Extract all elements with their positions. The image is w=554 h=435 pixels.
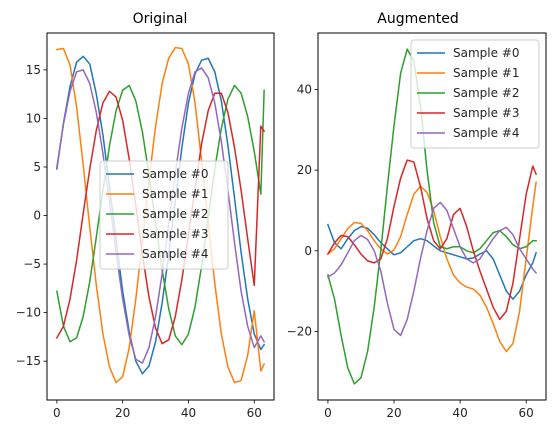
original-y-tick-label: −10 [16, 306, 41, 320]
augmented-x-tick-label: 60 [519, 406, 534, 420]
augmented-series-sample-2-line [326, 48, 537, 385]
original-series-sample-0-line [56, 55, 266, 375]
original-x-tick-label: 60 [247, 406, 262, 420]
augmented-y-ticks: −20 0 20 40 [287, 82, 318, 338]
original-legend-label-sample-0: Sample #0 [142, 167, 209, 181]
augmented-legend-label-sample-3: Sample #3 [453, 106, 520, 120]
augmented-series-sample-3-line [326, 159, 538, 321]
augmented-series-sample-4-line [326, 201, 538, 337]
augmented-x-tick-label: 20 [386, 406, 401, 420]
original-legend: Sample #0 Sample #1 Sample #2 Sample #3 Samp… [99, 160, 229, 270]
augmented-legend-label-sample-0: Sample #0 [453, 46, 520, 60]
augmented-x-tick-label: 40 [452, 406, 467, 420]
original-y-tick-label: 15 [26, 63, 41, 77]
original-y-tick-label: 0 [33, 209, 41, 223]
augmented-legend-label-sample-1: Sample #1 [453, 66, 520, 80]
original-title: Original [133, 11, 188, 27]
original-series-sample-4-line [56, 67, 266, 364]
original-legend-label-sample-2: Sample #2 [142, 207, 209, 221]
augmented-y-tick-label: 0 [304, 244, 312, 258]
original-axes: Original 0 20 40 60 −15 −10 −5 0 5 10 15 Sample #… [16, 11, 275, 420]
augmented-plot-area [326, 48, 538, 385]
augmented-legend-label-sample-2: Sample #2 [453, 86, 520, 100]
original-legend-label-sample-3: Sample #3 [142, 227, 209, 241]
augmented-title: Augmented [377, 11, 458, 27]
original-y-tick-label: 5 [33, 160, 41, 174]
augmented-axes-frame [317, 32, 547, 401]
original-y-tick-label: −15 [16, 354, 41, 368]
original-legend-label-sample-1: Sample #1 [142, 187, 209, 201]
original-x-tick-label: 20 [115, 406, 130, 420]
original-legend-label-sample-4: Sample #4 [142, 247, 209, 261]
original-plot-area [55, 46, 266, 384]
augmented-legend: Sample #0 Sample #1 Sample #2 Sample #3 Samp… [410, 39, 540, 149]
augmented-y-tick-label: −20 [287, 324, 312, 338]
original-x-ticks: 0 20 40 60 [53, 400, 262, 420]
original-series-sample-3-line [55, 90, 266, 345]
augmented-series-sample-0-line [326, 223, 538, 300]
original-axes-frame [46, 32, 275, 401]
augmented-x-ticks: 0 20 40 60 [324, 400, 534, 420]
original-x-tick-label: 0 [53, 406, 61, 420]
original-y-tick-label: −5 [23, 257, 41, 271]
augmented-y-tick-label: 20 [297, 163, 312, 177]
augmented-legend-label-sample-4: Sample #4 [453, 126, 520, 140]
original-legend-box [99, 160, 229, 270]
original-y-ticks: −15 −10 −5 0 5 10 15 [16, 63, 47, 368]
original-y-tick-label: 10 [26, 111, 41, 125]
augmented-y-tick-label: 40 [297, 82, 312, 96]
augmented-x-tick-label: 0 [324, 406, 332, 420]
original-series-sample-1-line [56, 46, 266, 384]
original-x-tick-label: 40 [181, 406, 196, 420]
augmented-legend-box [410, 39, 540, 149]
